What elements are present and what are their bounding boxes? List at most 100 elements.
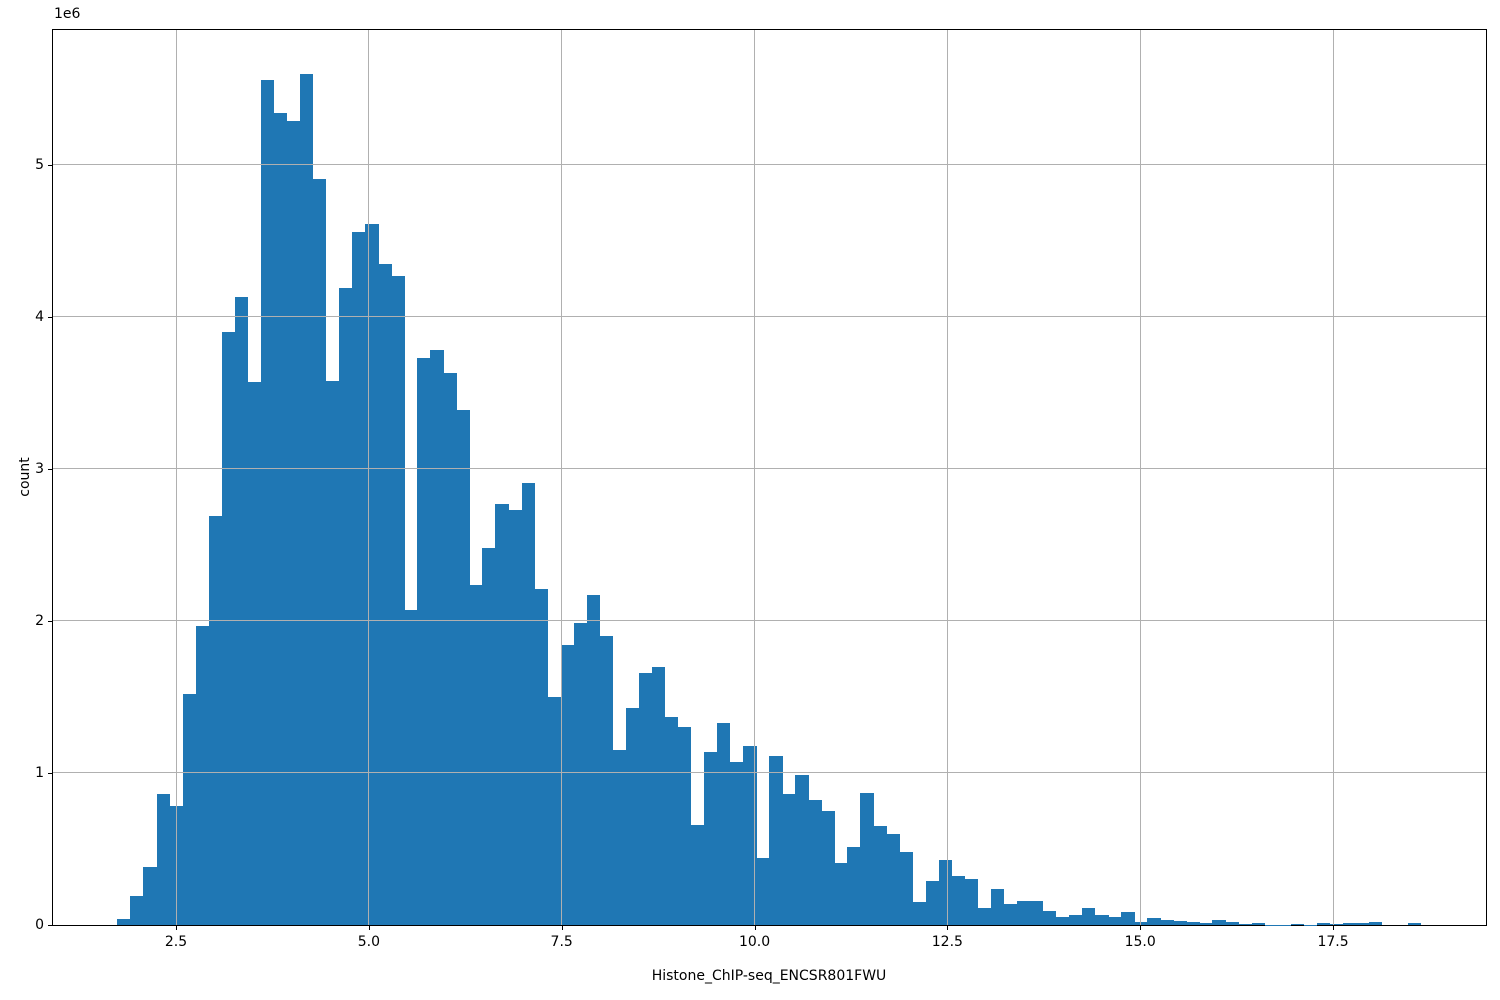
y-tick-mark xyxy=(48,164,52,166)
histogram-bar xyxy=(977,908,992,925)
x-tick-label: 5.0 xyxy=(357,934,380,950)
x-tick-mark xyxy=(754,926,756,930)
y-tick-label: 0 xyxy=(35,917,44,933)
histogram-bar xyxy=(1055,916,1070,925)
histogram-bar xyxy=(1003,903,1018,925)
histogram-bars-layer xyxy=(53,30,1486,925)
histogram-bar xyxy=(717,722,731,925)
histogram-bar xyxy=(1160,919,1174,925)
x-tick-mark xyxy=(1140,926,1142,930)
histogram-bar xyxy=(1134,922,1148,925)
histogram-bar xyxy=(990,889,1005,925)
histogram-bar xyxy=(1016,900,1031,925)
y-axis-offset-label: 1e6 xyxy=(54,6,81,22)
histogram-bar xyxy=(1186,921,1200,925)
histogram-bar xyxy=(651,666,666,925)
x-tick-label: 15.0 xyxy=(1124,934,1156,950)
histogram-bar xyxy=(925,880,940,925)
histogram-bar xyxy=(808,800,822,925)
histogram-bar xyxy=(1407,923,1422,925)
histogram-bar xyxy=(573,622,588,925)
histogram-bar xyxy=(730,762,744,925)
histogram-bar xyxy=(443,373,457,925)
histogram-bar xyxy=(156,794,170,925)
histogram-bar xyxy=(221,332,236,925)
histogram-bar xyxy=(469,584,483,925)
histogram-bar xyxy=(1238,924,1252,925)
histogram-bar xyxy=(273,113,288,925)
histogram-bar xyxy=(873,826,887,925)
histogram-bar xyxy=(1316,923,1331,925)
histogram-bar xyxy=(182,693,196,925)
histogram-bar xyxy=(625,707,640,925)
y-tick-label: 2 xyxy=(35,612,44,629)
y-tick-mark xyxy=(48,468,52,470)
y-axis-label: count xyxy=(17,457,33,497)
histogram-bar xyxy=(1368,921,1383,925)
x-tick-mark xyxy=(561,926,563,930)
histogram-bar xyxy=(1290,923,1305,925)
histogram-bar xyxy=(430,350,444,925)
histogram-bar xyxy=(1355,923,1370,925)
histogram-bar xyxy=(378,263,392,925)
histogram-bar xyxy=(743,745,757,925)
histogram-bar xyxy=(1225,922,1239,925)
histogram-bar xyxy=(860,792,874,925)
histogram-bar xyxy=(612,750,627,925)
histogram-bar xyxy=(586,595,601,925)
y-tick-mark xyxy=(48,925,52,926)
histogram-bar xyxy=(560,645,575,925)
histogram-bar xyxy=(325,380,340,925)
histogram-bar xyxy=(130,896,144,925)
histogram-bar xyxy=(260,79,275,925)
histogram-bar xyxy=(834,862,848,925)
x-tick-label: 10.0 xyxy=(738,934,771,950)
histogram-bar xyxy=(1095,915,1109,925)
histogram-bar xyxy=(312,178,327,925)
histogram-bar xyxy=(391,275,405,925)
histogram-bar xyxy=(404,610,418,925)
histogram-bar xyxy=(599,636,614,925)
histogram-bar xyxy=(1042,910,1057,925)
y-tick-mark xyxy=(48,620,52,622)
histogram-bar xyxy=(847,847,861,925)
plot-area xyxy=(52,29,1487,926)
histogram-bar xyxy=(1212,919,1226,925)
histogram-bar xyxy=(951,876,966,925)
histogram-bar xyxy=(339,288,353,925)
histogram-bar xyxy=(286,120,301,925)
histogram-bar xyxy=(782,794,796,925)
histogram-bar xyxy=(899,852,913,925)
histogram-bar xyxy=(821,811,835,925)
histogram-bar xyxy=(208,516,223,925)
x-tick-mark xyxy=(368,926,370,930)
y-tick-label: 3 xyxy=(35,460,44,477)
y-tick-label: 1 xyxy=(35,764,44,781)
x-tick-mark xyxy=(1333,926,1335,930)
histogram-bar xyxy=(352,231,366,925)
histogram-bar xyxy=(495,503,509,925)
y-tick-label: 5 xyxy=(35,156,44,173)
x-axis-label: Histone_ChIP-seq_ENCSR801FWU xyxy=(651,968,887,984)
histogram-bar xyxy=(756,858,770,925)
histogram-bar xyxy=(143,867,157,925)
histogram-bar xyxy=(1108,916,1122,925)
histogram-bar xyxy=(886,833,900,925)
histogram-bar xyxy=(964,879,979,925)
histogram-bar xyxy=(1082,907,1096,925)
histogram-bar xyxy=(795,774,809,925)
histogram-bar xyxy=(169,806,183,925)
histogram-bar xyxy=(234,297,249,925)
histogram-bar xyxy=(704,751,718,925)
histogram-bar xyxy=(664,716,679,925)
y-tick-label: 4 xyxy=(35,308,44,325)
x-tick-label: 2.5 xyxy=(164,934,188,950)
x-tick-mark xyxy=(176,926,178,930)
histogram-bar xyxy=(912,902,926,925)
histogram-bar xyxy=(1199,923,1213,925)
histogram-bar xyxy=(677,727,692,925)
histogram-bar xyxy=(117,918,131,925)
y-tick-mark xyxy=(48,316,52,318)
histogram-bar xyxy=(195,625,210,925)
x-tick-label: 17.5 xyxy=(1317,934,1349,950)
